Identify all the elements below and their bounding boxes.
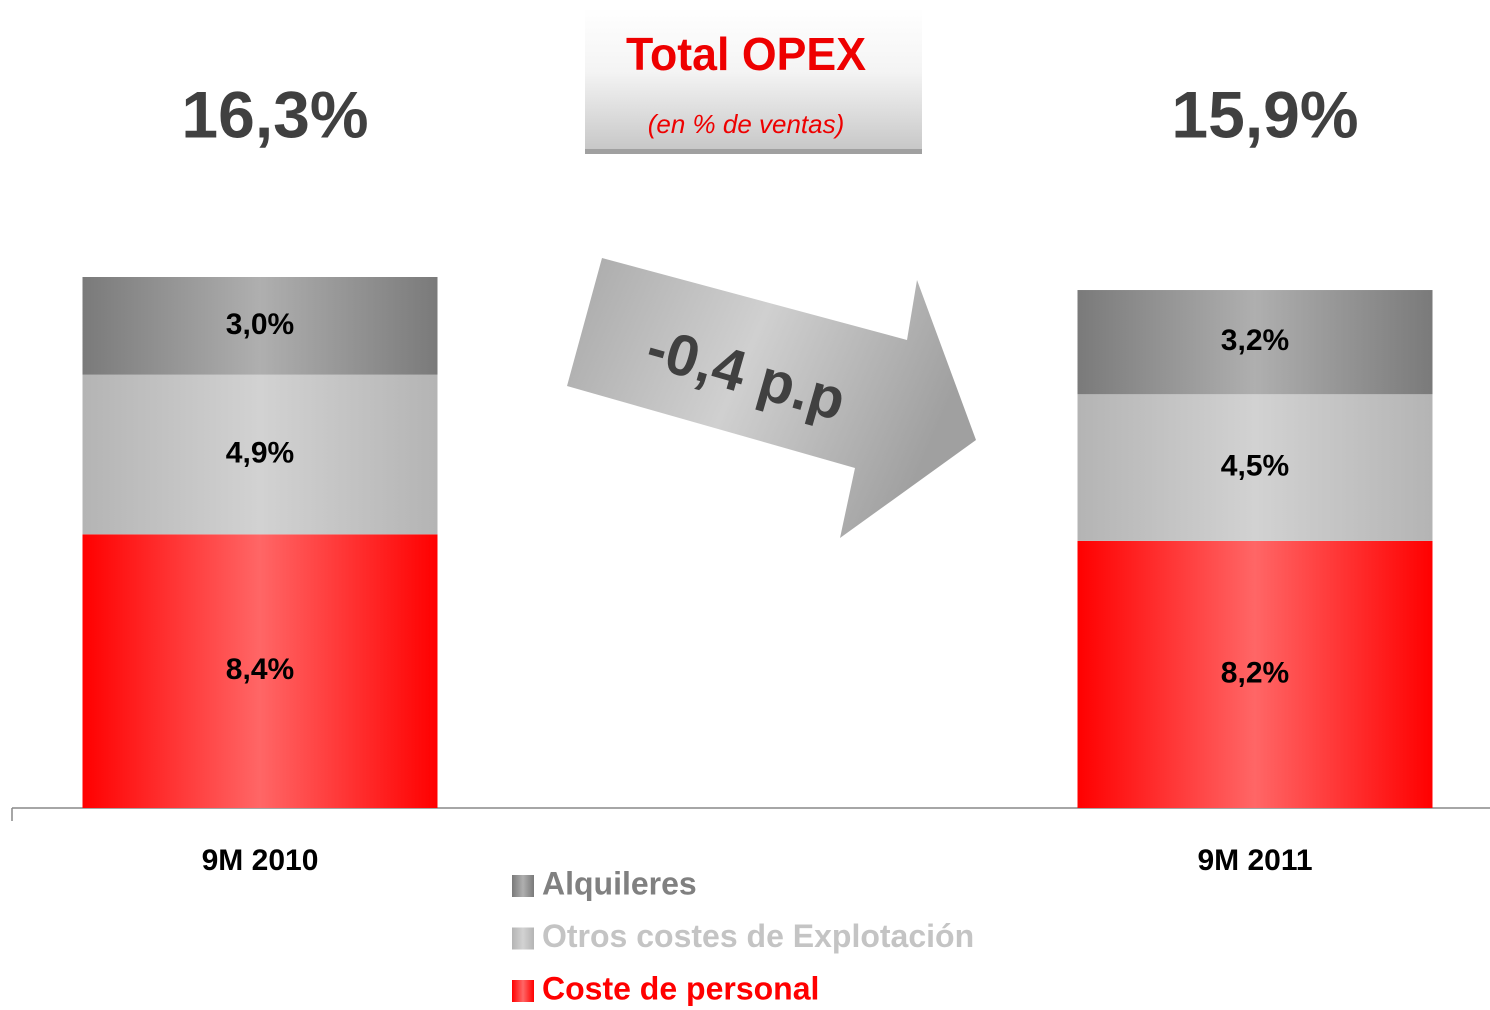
chart-subtitle: (en % de ventas) [648, 109, 845, 139]
data-label: 4,9% [226, 436, 294, 469]
legend-swatch [512, 927, 534, 950]
data-label: 4,5% [1221, 449, 1289, 482]
bar-segment [1077, 540, 1433, 808]
total-label: 16,3% [181, 77, 368, 151]
bar-segment [1077, 394, 1433, 541]
legend-swatch [512, 875, 534, 897]
chart-title: Total OPEX [626, 28, 866, 80]
legend-label: Otros costes de Explotación [542, 918, 974, 954]
x-tick-label: 9M 2011 [1197, 844, 1312, 877]
legend-label: Coste de personal [542, 970, 819, 1006]
bar-segment [82, 534, 438, 808]
bar-segment [1077, 290, 1433, 395]
x-tick-label: 9M 2010 [202, 844, 319, 877]
data-label: 3,0% [226, 308, 294, 341]
data-label: 8,2% [1221, 656, 1289, 689]
title-box [585, 8, 922, 149]
bar-segment [82, 277, 438, 375]
legend-swatch [512, 980, 534, 1002]
data-label: 8,4% [226, 653, 294, 686]
total-label: 15,9% [1171, 77, 1358, 151]
data-label: 3,2% [1221, 324, 1289, 357]
bar-segment [82, 374, 438, 535]
arrow [567, 258, 976, 538]
legend-label: Alquileres [542, 865, 697, 901]
title-box-border [585, 149, 922, 154]
